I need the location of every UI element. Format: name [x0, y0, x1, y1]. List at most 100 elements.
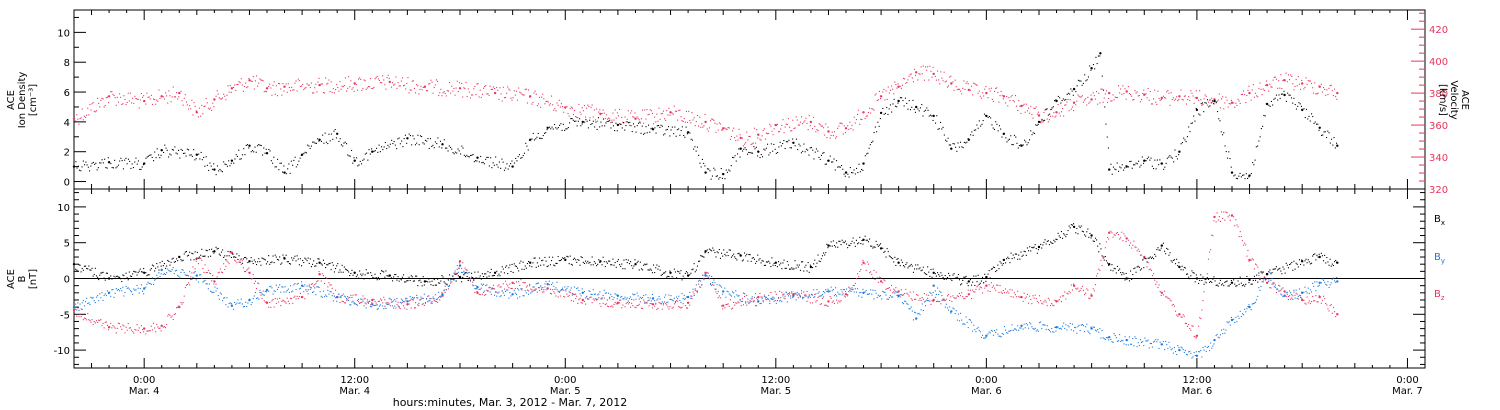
- velocity-series-sample: [273, 81, 275, 83]
- bz-series-point: [1230, 214, 1234, 217]
- bz-series-sample: [953, 297, 955, 299]
- density-series: [72, 52, 1339, 180]
- density-series-sample: [995, 121, 997, 123]
- by-series-sample: [1079, 330, 1081, 332]
- density-series-sample: [241, 154, 243, 156]
- density-series-sample: [84, 164, 86, 166]
- bz-series-sample: [377, 300, 379, 302]
- bx-series-sample: [338, 271, 340, 273]
- bx-series-sample: [442, 276, 444, 278]
- bz-series-sample: [728, 305, 730, 307]
- density-series-sample: [1015, 136, 1017, 138]
- by-series-sample: [1055, 330, 1057, 332]
- velocity-series-sample: [1041, 119, 1043, 121]
- bz-series-sample: [238, 261, 240, 263]
- by-series-sample: [400, 302, 402, 304]
- bz-series-sample: [204, 264, 206, 266]
- velocity-series-sample: [944, 81, 946, 83]
- bz-series-point: [581, 298, 584, 302]
- velocity-series-point: [774, 123, 777, 127]
- bz-series-sample: [388, 297, 390, 299]
- velocity-series-sample: [121, 103, 123, 105]
- velocity-series-point: [1265, 83, 1269, 87]
- velocity-series-sample: [263, 91, 265, 93]
- bz-series-sample: [1316, 301, 1318, 303]
- bz-series-sample: [342, 293, 344, 295]
- velocity-series-sample: [177, 98, 179, 100]
- by-series-sample: [1233, 318, 1235, 320]
- bz-series-sample: [361, 301, 363, 303]
- velocity-series-sample: [608, 117, 610, 119]
- bz-series-sample: [1241, 240, 1243, 242]
- density-series-sample: [342, 145, 344, 147]
- density-series-sample: [577, 120, 579, 122]
- by-series-sample: [835, 287, 837, 289]
- velocity-series-sample: [1221, 98, 1223, 100]
- velocity-series-sample: [1110, 100, 1112, 102]
- density-series-sample: [1035, 124, 1037, 126]
- bz-series-sample: [833, 302, 835, 304]
- bz-series-sample: [283, 300, 285, 302]
- density-series-sample: [1245, 173, 1247, 175]
- by-series-sample: [862, 288, 864, 290]
- density-series-sample: [412, 135, 414, 137]
- density-series-sample: [523, 152, 525, 154]
- density-series-sample: [82, 160, 84, 162]
- by-series-sample: [1025, 323, 1027, 325]
- bz-series-sample: [112, 325, 114, 327]
- density-series-sample: [903, 105, 905, 107]
- density-series-sample: [458, 150, 460, 152]
- velocity-series-sample: [1005, 102, 1007, 104]
- density-series-sample: [142, 164, 144, 166]
- bx-series-sample: [456, 273, 458, 275]
- bz-series-sample: [433, 300, 435, 302]
- bz-series-sample: [864, 263, 866, 265]
- by-series-sample: [484, 290, 486, 292]
- by-series-sample: [887, 298, 889, 300]
- by-series-sample: [583, 291, 585, 293]
- by-series-sample: [335, 297, 337, 299]
- bx-series-sample: [500, 271, 502, 273]
- by-series-sample: [387, 303, 389, 305]
- density-series-sample: [450, 146, 452, 148]
- by-series-sample: [979, 331, 981, 333]
- by-series-sample: [138, 292, 140, 294]
- density-series-sample: [441, 147, 443, 149]
- by-series-sample: [201, 277, 203, 279]
- bz-series-sample: [291, 298, 293, 300]
- velocity-series-sample: [760, 139, 762, 141]
- bz-series-sample: [814, 293, 816, 295]
- by-series-sample: [1153, 341, 1155, 343]
- velocity-series-sample: [95, 110, 97, 112]
- density-series-point: [844, 171, 848, 174]
- density-series-sample: [755, 146, 757, 148]
- bz-series-sample: [437, 301, 439, 303]
- velocity-series-point: [722, 127, 725, 130]
- bz-series-sample: [1189, 328, 1191, 330]
- bz-series-sample: [1177, 315, 1179, 317]
- bz-series-sample: [741, 298, 743, 300]
- by-series-sample: [1084, 331, 1086, 333]
- by-series-sample: [1228, 321, 1230, 323]
- density-series-sample: [1163, 168, 1165, 170]
- bz-series-sample: [805, 294, 807, 296]
- bz-series-sample: [973, 291, 975, 293]
- density-series-sample: [1229, 158, 1231, 160]
- bx-series-sample: [371, 274, 373, 276]
- bx-series-sample: [154, 270, 156, 272]
- density-series-sample: [1295, 108, 1297, 110]
- density-series-sample: [629, 121, 631, 123]
- velocity-series-sample: [280, 88, 282, 90]
- velocity-series-sample: [1261, 94, 1263, 96]
- bx-series-sample: [315, 265, 317, 267]
- by-series-sample: [412, 297, 414, 299]
- velocity-series-sample: [801, 116, 803, 118]
- bz-series-sample: [89, 320, 91, 322]
- density-series-sample: [977, 127, 979, 129]
- by-series-sample: [888, 297, 890, 299]
- velocity-series-point: [1283, 79, 1286, 82]
- by-series-sample: [1099, 328, 1101, 330]
- bz-series-sample: [1003, 292, 1005, 294]
- density-series-sample: [718, 178, 720, 180]
- bz-series-sample: [905, 288, 907, 290]
